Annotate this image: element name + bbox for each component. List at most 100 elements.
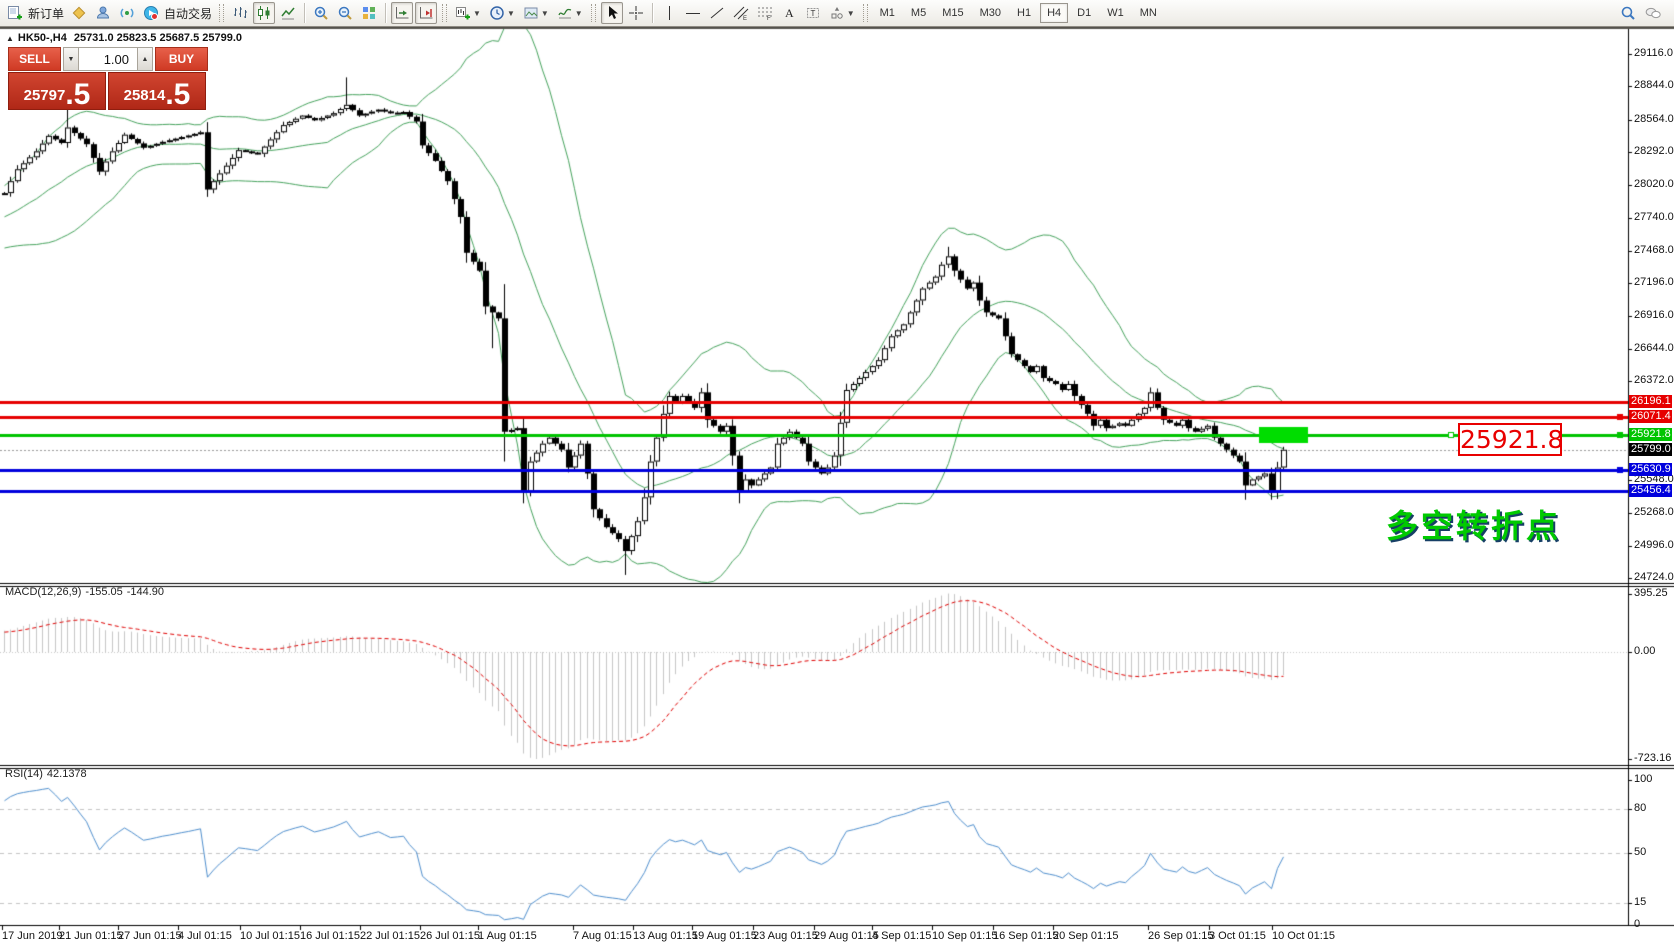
timeframe-m5-button[interactable]: M5 — [904, 3, 933, 23]
svg-text:E: E — [743, 16, 747, 21]
volume-decrease-button[interactable]: ▼ — [63, 47, 79, 71]
fibonacci-icon: F — [757, 7, 772, 21]
rsi-tick-label: 100 — [1634, 773, 1653, 785]
chart-shift-button[interactable] — [415, 2, 438, 24]
time-tick-label: 21 Jun 01:15 — [59, 930, 123, 942]
text-label-button[interactable]: T — [802, 2, 824, 24]
timeframe-m1-button[interactable]: M1 — [873, 3, 902, 23]
svg-text:F: F — [767, 16, 771, 21]
price-line-tag: 25456.4 — [1629, 483, 1672, 497]
price-line-tag: 25921.8 — [1629, 428, 1672, 442]
macd-value-main: -155.05 — [85, 586, 123, 598]
buy-price-frac: .5 — [165, 77, 191, 111]
timeframe-m30-button[interactable]: M30 — [973, 3, 1008, 23]
time-tick-label: 1 Aug 01:15 — [478, 930, 537, 942]
price-tick-label: 28020.0 — [1634, 177, 1674, 190]
timeframe-h1-button[interactable]: H1 — [1010, 3, 1038, 23]
rsi-indicator-label: RSI(14) 42.1378 — [5, 768, 91, 780]
sell-price-panel[interactable]: 25797.5 — [8, 72, 106, 110]
zoom-in-icon — [314, 6, 328, 20]
search-button[interactable] — [1617, 2, 1639, 24]
price-line-tag: 26071.4 — [1629, 410, 1672, 424]
sell-price-frac: .5 — [65, 77, 91, 111]
signals-button[interactable] — [116, 2, 138, 24]
volume-increase-button[interactable]: ▲ — [137, 47, 153, 71]
autotrading-button[interactable] — [140, 2, 162, 24]
toolbar-grip[interactable] — [590, 4, 596, 22]
macd-name: MACD(12,26,9) — [5, 586, 82, 598]
price-tick-label: 24996.0 — [1634, 538, 1674, 551]
main-toolbar: 新订单 自动交易 — [0, 0, 1674, 27]
price-tick-label: 26916.0 — [1634, 309, 1674, 322]
new-order-label[interactable]: 新订单 — [28, 6, 65, 21]
profiles-icon — [72, 6, 86, 20]
community-button[interactable] — [92, 2, 114, 24]
vertical-line-button[interactable] — [658, 2, 680, 24]
fibonacci-button[interactable]: F — [754, 2, 776, 24]
new-chart-button[interactable]: ▼ — [452, 2, 484, 24]
shapes-dropdown-button[interactable]: ▼ — [826, 2, 858, 24]
time-tick-label: 17 Jun 2019 — [2, 930, 63, 942]
chart-shift-icon — [420, 7, 433, 19]
rsi-tick-label: 0 — [1634, 918, 1641, 930]
price-axis[interactable]: 29116.0 28844.0 28564.0 28292.0 28020.0 27740… — [1628, 27, 1674, 951]
zoom-out-button[interactable] — [334, 2, 356, 24]
chevron-down-icon: ▼ — [473, 8, 481, 18]
main-chart-canvas[interactable] — [0, 27, 1674, 951]
toolbar-separator — [304, 3, 306, 23]
timeframe-w1-button[interactable]: W1 — [1100, 3, 1131, 23]
zoom-in-button[interactable] — [310, 2, 332, 24]
toolbar-grip[interactable] — [862, 4, 868, 22]
collapse-marker-icon[interactable]: ▲ — [6, 34, 14, 43]
cursor-button[interactable] — [600, 2, 623, 24]
indicators-button[interactable]: ▼ — [554, 2, 586, 24]
templates-icon — [524, 7, 538, 19]
rsi-name: RSI(14) — [5, 768, 43, 780]
timeframe-mn-button[interactable]: MN — [1133, 3, 1164, 23]
time-tick-label: 26 Jul 01:15 — [420, 930, 480, 942]
crosshair-icon — [628, 6, 643, 20]
templates-button[interactable]: ▼ — [520, 2, 552, 24]
volume-input[interactable]: 1.00 — [79, 47, 137, 71]
chevron-down-icon: ▼ — [574, 8, 583, 18]
autotrading-label[interactable]: 自动交易 — [164, 6, 213, 21]
sell-price-main: 25797 — [23, 87, 66, 104]
svg-text:A: A — [785, 6, 794, 20]
time-tick-label: 4 Jul 01:15 — [178, 930, 232, 942]
bar-chart-button[interactable] — [229, 2, 251, 24]
time-tick-label: 4 Sep 01:15 — [872, 930, 932, 942]
trendline-button[interactable] — [706, 2, 728, 24]
timeframe-h4-button[interactable]: H4 — [1040, 3, 1069, 23]
toolbar-separator — [385, 3, 387, 23]
candlestick-chart-button[interactable] — [253, 2, 276, 24]
price-tick-label: 27468.0 — [1634, 243, 1674, 256]
text-button[interactable]: A — [778, 2, 800, 24]
period-dropdown-button[interactable]: ▼ — [486, 2, 518, 24]
chat-button[interactable] — [1641, 2, 1665, 24]
buy-price-panel[interactable]: 25814.5 — [108, 72, 206, 110]
line-chart-button[interactable] — [277, 2, 299, 24]
tile-windows-button[interactable] — [358, 2, 380, 24]
new-order-button[interactable] — [4, 2, 26, 24]
channel-button[interactable]: E — [730, 2, 752, 24]
crosshair-button[interactable] — [625, 2, 647, 24]
line-chart-icon — [281, 7, 295, 20]
turning-point-annotation[interactable]: 多空转折点 — [1386, 508, 1562, 544]
time-axis[interactable]: 17 Jun 2019 21 Jun 01:15 27 Jun 01:15 4 Jul… — [0, 926, 1628, 951]
toolbar-grip[interactable] — [442, 4, 448, 22]
price-annotation-box[interactable]: 25921.8 — [1458, 423, 1564, 456]
tile-windows-icon — [363, 7, 376, 19]
auto-scroll-button[interactable] — [391, 2, 414, 24]
sell-button[interactable]: SELL — [8, 47, 61, 71]
toolbar-grip[interactable] — [219, 4, 225, 22]
chevron-down-icon: ▼ — [846, 8, 855, 18]
time-tick-label: 29 Aug 01:15 — [814, 930, 879, 942]
timeframe-d1-button[interactable]: D1 — [1070, 3, 1098, 23]
profiles-button[interactable] — [68, 2, 90, 24]
macd-indicator-label: MACD(12,26,9) -155.05 -144.90 — [5, 586, 168, 598]
timeframe-m15-button[interactable]: M15 — [935, 3, 970, 23]
horizontal-line-button[interactable] — [682, 2, 704, 24]
buy-button[interactable]: BUY — [155, 47, 208, 71]
indicators-icon — [558, 8, 572, 19]
price-tick-label: 27740.0 — [1634, 211, 1674, 224]
